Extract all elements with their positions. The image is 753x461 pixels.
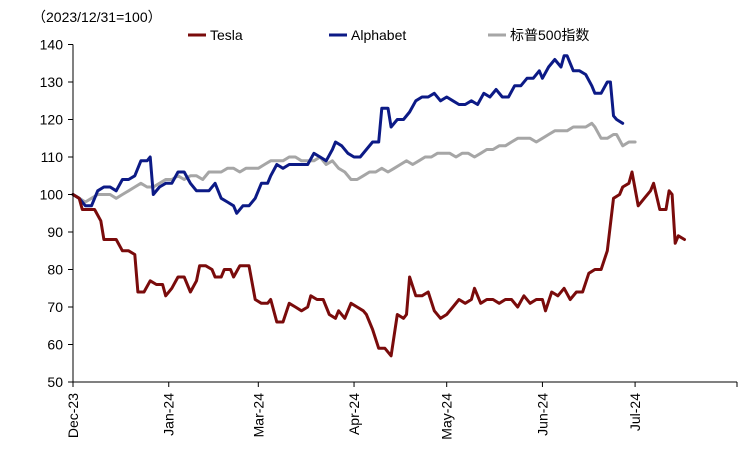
x-tick-label: Jul-24 <box>627 393 643 431</box>
x-tick-label: May-24 <box>439 393 455 440</box>
y-tick-label: 50 <box>47 374 63 390</box>
y-tick-label: 80 <box>47 262 63 278</box>
x-tick-label: Apr-24 <box>346 393 362 435</box>
legend-label: Alphabet <box>351 27 406 43</box>
y-tick-label: 70 <box>47 299 63 315</box>
y-tick-label: 90 <box>47 224 63 240</box>
x-axis: Dec-23 Jan-24 Mar-24 Apr-24 May-24 Jun-24 Jul-… <box>65 381 738 440</box>
series-line-sp500 <box>71 121 637 204</box>
series-line-tesla <box>71 170 686 358</box>
x-tick-label: Jan-24 <box>161 393 177 436</box>
legend-label: Tesla <box>210 27 243 43</box>
y-axis: 50 60 70 80 90 100 110 120 130 140 <box>40 37 74 390</box>
series-line-alphabet <box>71 54 625 215</box>
x-tick-label: Dec-23 <box>65 393 81 438</box>
y-tick-label: 60 <box>47 337 63 353</box>
x-tick-label: Jun-24 <box>534 393 550 436</box>
y-tick-label: 140 <box>40 37 64 53</box>
chart-index-note: （2023/12/31=100） <box>32 9 162 25</box>
y-tick-label: 130 <box>40 74 64 90</box>
y-tick-label: 110 <box>41 149 64 165</box>
series-lines <box>71 54 686 358</box>
legend: Tesla Alphabet 标普500指数 <box>188 27 589 43</box>
y-tick-label: 100 <box>40 187 64 203</box>
legend-label: 标普500指数 <box>510 27 589 43</box>
x-tick-label: Mar-24 <box>250 393 266 438</box>
y-tick-label: 120 <box>40 112 64 128</box>
